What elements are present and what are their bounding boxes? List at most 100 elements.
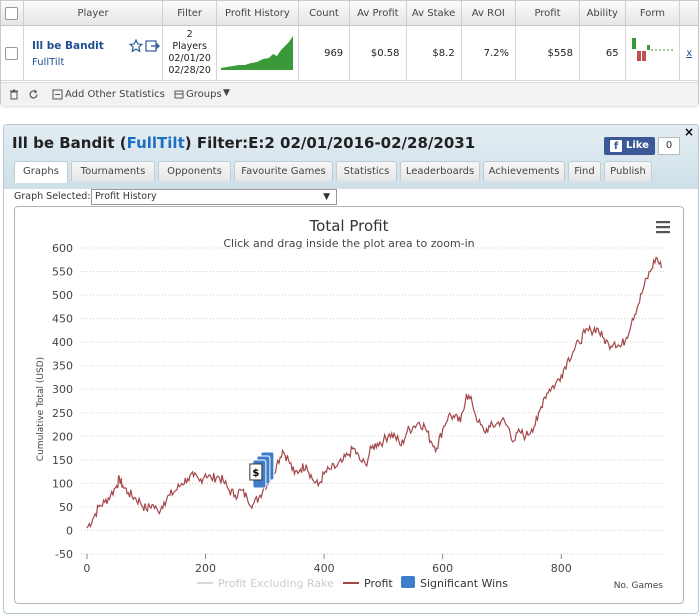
add-statistics-icon[interactable] xyxy=(52,89,63,100)
chevron-down-icon: ▼ xyxy=(323,192,330,202)
tab-leaderboards[interactable]: Leaderboards xyxy=(400,161,480,181)
chevron-down-icon[interactable]: ▼ xyxy=(223,88,230,98)
y-tick-label: 250 xyxy=(52,407,73,420)
facebook-like-count: 0 xyxy=(658,137,680,155)
legend-item-profit-excluding-rake[interactable]: Profit Excluding Rake xyxy=(197,577,334,590)
tab-tournaments[interactable]: Tournaments xyxy=(71,161,155,181)
form-bar xyxy=(632,37,637,49)
close-panel-icon[interactable]: × xyxy=(684,125,695,139)
filter-line: 02/01/20 xyxy=(168,53,211,64)
legend-item-profit[interactable]: Profit xyxy=(343,577,393,590)
y-axis-ticks: -50 0 50 100 150 200 250 300 350 400 450 500 550 600 xyxy=(52,242,73,561)
legend-label: Significant Wins xyxy=(420,577,508,590)
profit-sparkline[interactable] xyxy=(219,32,295,72)
column-header-ability[interactable]: Ability xyxy=(579,1,626,26)
column-header-av-roi[interactable]: Av ROI xyxy=(461,1,516,26)
table-header-row: Player Filter Profit History Count Av Pr… xyxy=(1,1,698,26)
results-table: Player Filter Profit History Count Av Pr… xyxy=(1,1,698,81)
y-tick-label: -50 xyxy=(55,548,73,561)
column-header-av-stake[interactable]: Av Stake xyxy=(406,1,462,26)
add-other-statistics-button[interactable]: Add Other Statistics xyxy=(65,89,165,100)
panel-header: Ill be Bandit (FullTilt) Filter:E:2 02/0… xyxy=(4,125,698,189)
chart-title: Total Profit xyxy=(309,217,389,235)
chart-legend: Profit Excluding Rake Profit Significant… xyxy=(197,576,508,590)
tab-favourite-games[interactable]: Favourite Games xyxy=(234,161,333,181)
legend-item-significant-wins[interactable]: Significant Wins xyxy=(401,576,508,590)
y-tick-label: 550 xyxy=(52,266,73,279)
av-stake-cell: $8.2 xyxy=(406,25,462,81)
win-flag-label: $ xyxy=(252,468,259,479)
y-tick-label: 350 xyxy=(52,360,73,373)
refresh-icon[interactable] xyxy=(28,89,39,100)
tab-graphs[interactable]: Graphs xyxy=(14,161,68,183)
y-tick-label: 600 xyxy=(52,242,73,255)
tab-statistics[interactable]: Statistics xyxy=(336,161,397,181)
select-all-checkbox[interactable] xyxy=(5,6,19,20)
chart-subtitle: Click and drag inside the plot area to z… xyxy=(223,237,474,250)
significant-win-marker[interactable]: $ xyxy=(249,451,275,489)
x-tick-label: 400 xyxy=(314,562,335,575)
player-cell xyxy=(23,25,164,81)
column-header-player[interactable]: Player xyxy=(23,1,164,26)
x-tick-label: 200 xyxy=(195,562,216,575)
chart-menu-icon[interactable] xyxy=(656,221,670,234)
y-tick-label: 450 xyxy=(52,313,73,326)
tab-achievements[interactable]: Achievements xyxy=(483,161,565,181)
profit-chart[interactable]: Total Profit Click and drag inside the p… xyxy=(15,207,683,603)
filter-cell: 2 Players 02/01/20 02/28/20 xyxy=(162,25,217,81)
select-all-header[interactable] xyxy=(1,1,24,26)
graph-type-select[interactable]: Profit History ▼ xyxy=(91,189,337,205)
star-favourite-icon[interactable] xyxy=(129,39,143,53)
form-cell xyxy=(625,25,681,81)
row-checkbox[interactable] xyxy=(5,46,19,60)
x-tick-label: 600 xyxy=(432,562,453,575)
player-name-link[interactable]: Ill be Bandit xyxy=(32,40,104,52)
tab-publish[interactable]: Publish xyxy=(604,161,652,181)
groups-dropdown[interactable]: Groups xyxy=(186,89,222,100)
results-table-panel: Player Filter Profit History Count Av Pr… xyxy=(0,0,699,106)
av-profit-cell: $0.58 xyxy=(349,25,407,81)
facebook-like-button[interactable]: f Like xyxy=(604,137,655,155)
sparkline-area xyxy=(221,35,294,70)
graph-type-value: Profit History xyxy=(95,191,157,202)
x-tick-label: 800 xyxy=(551,562,572,575)
filter-line: Players xyxy=(172,41,207,52)
form-bar xyxy=(647,44,651,50)
open-panel-icon[interactable] xyxy=(145,39,161,53)
y-tick-label: 300 xyxy=(52,383,73,396)
remove-row-link[interactable]: x xyxy=(686,47,693,59)
table-footer-toolbar: Add Other Statistics Groups ▼ xyxy=(1,82,698,106)
remove-cell[interactable]: x xyxy=(679,25,698,81)
form-bar xyxy=(642,50,647,61)
filter-line: 2 xyxy=(186,29,193,40)
significant-wins-markers[interactable]: $ xyxy=(249,451,275,489)
count-cell: 969 xyxy=(298,25,351,81)
legend-label: Profit xyxy=(364,577,393,590)
column-header-profit[interactable]: Profit xyxy=(515,1,580,26)
column-header-count[interactable]: Count xyxy=(298,1,351,26)
profit-series-line[interactable] xyxy=(86,256,662,529)
ability-cell: 65 xyxy=(579,25,626,81)
x-axis-ticks: 0 200 400 600 800 xyxy=(83,554,572,575)
tab-opponents[interactable]: Opponents xyxy=(158,161,231,181)
column-header-filter[interactable]: Filter xyxy=(162,1,217,26)
tab-find[interactable]: Find xyxy=(568,161,601,181)
y-tick-label: 500 xyxy=(52,289,73,302)
y-tick-label: 200 xyxy=(52,430,73,443)
legend-label: Profit Excluding Rake xyxy=(218,577,334,590)
form-chart xyxy=(632,37,674,61)
profit-history-sparkline-cell[interactable] xyxy=(216,25,299,81)
filter-line: 02/28/20 xyxy=(168,65,211,76)
graph-selected-label: Graph Selected: xyxy=(14,191,91,202)
groups-icon xyxy=(174,90,184,99)
panel-title-site[interactable]: FullTilt xyxy=(126,134,185,152)
column-header-form[interactable]: Form xyxy=(625,1,681,26)
y-tick-label: 0 xyxy=(66,524,73,537)
trash-icon[interactable] xyxy=(9,89,19,100)
chart-container[interactable]: Total Profit Click and drag inside the p… xyxy=(14,206,684,604)
column-header-profit-history[interactable]: Profit History xyxy=(216,1,299,26)
column-header-av-profit[interactable]: Av Profit xyxy=(349,1,407,26)
column-header-remove xyxy=(679,1,698,26)
row-select-cell[interactable] xyxy=(1,25,24,81)
form-bar xyxy=(637,50,642,61)
